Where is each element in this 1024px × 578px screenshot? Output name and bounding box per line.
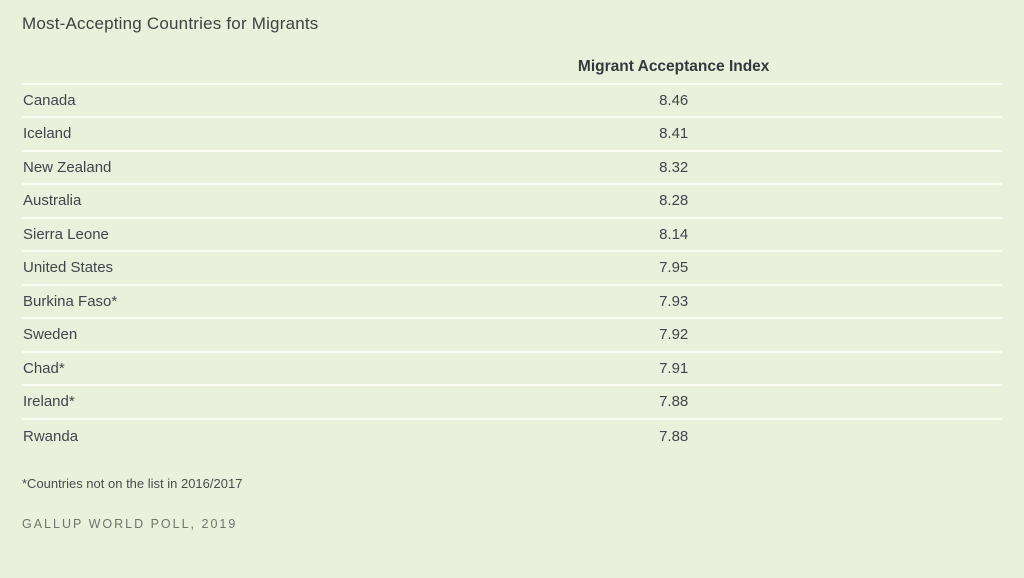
country-cell: Canada — [23, 91, 76, 109]
country-cell: Sierra Leone — [23, 225, 109, 243]
table-row: Sierra Leone 8.14 — [22, 219, 1002, 252]
value-cell: 7.88 — [659, 393, 689, 411]
table-row: Burkina Faso* 7.93 — [22, 286, 1002, 319]
country-cell: United States — [23, 259, 114, 277]
table-row: New Zealand 8.32 — [22, 152, 1002, 185]
value-cell: 8.32 — [659, 158, 689, 176]
value-cell: 8.41 — [659, 125, 689, 143]
value-cell: 8.14 — [659, 225, 689, 243]
value-cell: 7.93 — [659, 292, 689, 310]
country-cell: New Zealand — [23, 158, 112, 176]
table-row: Ireland* 7.88 — [22, 386, 1002, 420]
table-row: Sweden 7.92 — [22, 319, 1002, 353]
table-row: Chad* 7.91 — [22, 353, 1002, 386]
value-cell: 7.92 — [659, 326, 689, 344]
country-cell: Ireland* — [23, 393, 75, 411]
value-cell: 7.91 — [659, 359, 689, 377]
value-cell: 7.88 — [659, 427, 689, 445]
table-row: United States 7.95 — [22, 252, 1002, 286]
source-attribution: GALLUP WORLD POLL, 2019 — [22, 517, 238, 531]
value-column-header: Migrant Acceptance Index — [577, 57, 770, 75]
footnote: *Countries not on the list in 2016/2017 — [22, 476, 243, 491]
value-cell: 8.28 — [659, 192, 689, 210]
page-title: Most-Accepting Countries for Migrants — [22, 14, 319, 33]
table-header-row: Migrant Acceptance Index — [22, 51, 1002, 85]
value-cell: 8.46 — [659, 91, 689, 109]
country-cell: Australia — [23, 192, 82, 210]
acceptance-index-table: Migrant Acceptance Index Canada 8.46 Ice… — [22, 51, 1002, 453]
country-cell: Chad* — [23, 359, 65, 377]
table-row: Iceland 8.41 — [22, 118, 1002, 152]
country-cell: Burkina Faso* — [23, 292, 118, 310]
country-cell: Rwanda — [23, 427, 79, 445]
table-row: Rwanda 7.88 — [22, 420, 1002, 454]
value-cell: 7.95 — [659, 259, 689, 277]
table-row: Canada 8.46 — [22, 85, 1002, 118]
country-cell: Iceland — [23, 125, 72, 143]
country-cell: Sweden — [23, 326, 78, 344]
table-row: Australia 8.28 — [22, 185, 1002, 219]
